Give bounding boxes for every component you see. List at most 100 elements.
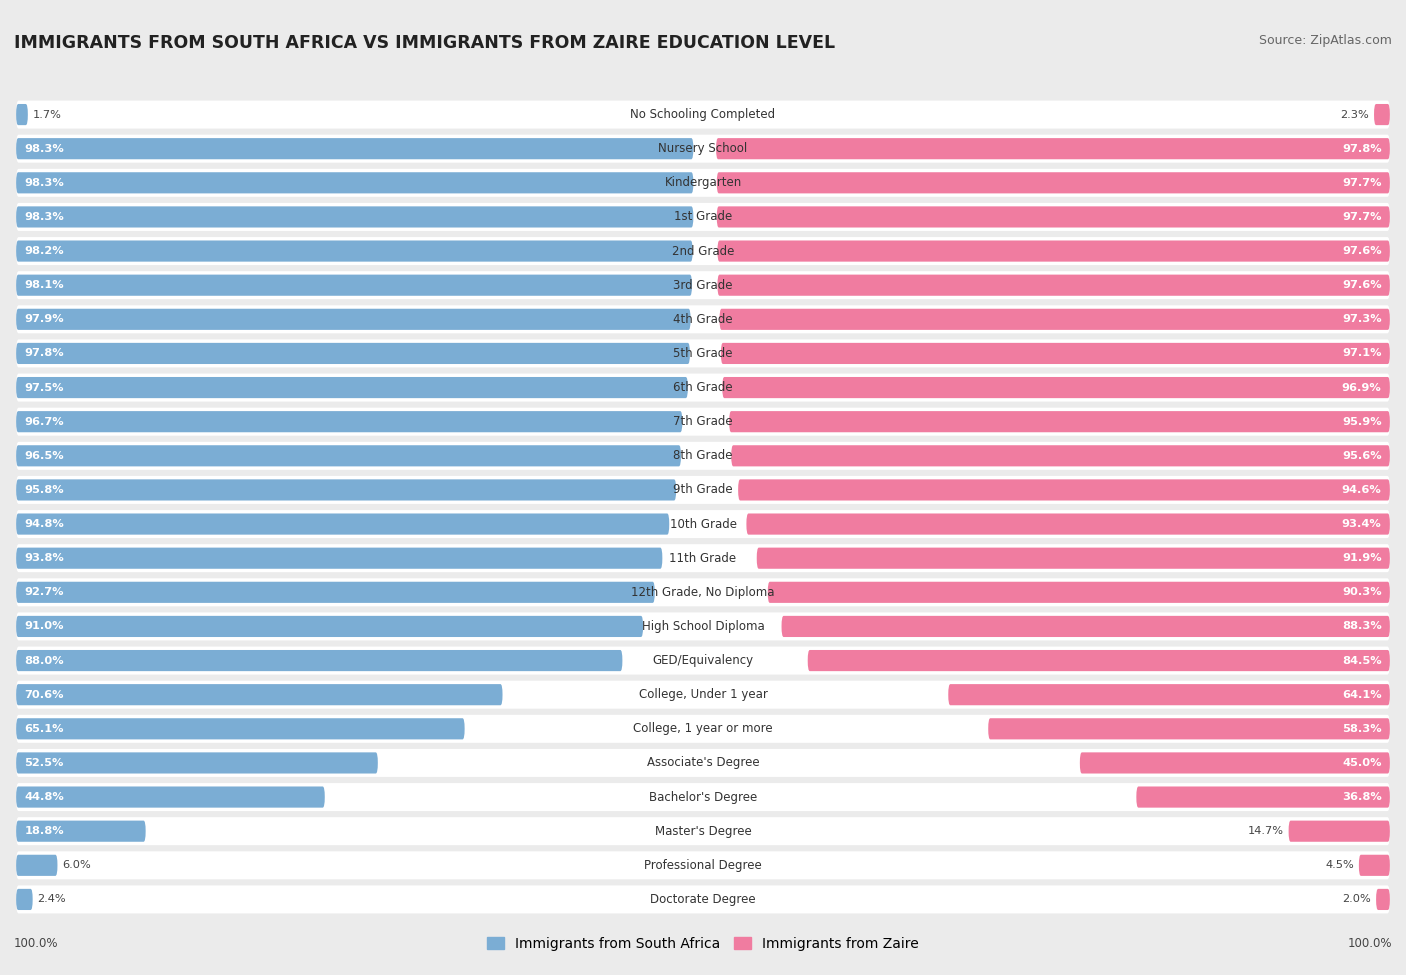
Text: 2.3%: 2.3%: [1340, 109, 1369, 120]
FancyBboxPatch shape: [15, 207, 693, 227]
FancyBboxPatch shape: [15, 480, 676, 500]
Text: Professional Degree: Professional Degree: [644, 859, 762, 872]
FancyBboxPatch shape: [15, 305, 1391, 333]
FancyBboxPatch shape: [15, 889, 32, 910]
Text: 97.7%: 97.7%: [1343, 212, 1382, 222]
FancyBboxPatch shape: [1358, 855, 1391, 876]
Text: 45.0%: 45.0%: [1343, 758, 1382, 768]
Text: 98.3%: 98.3%: [24, 177, 65, 188]
FancyBboxPatch shape: [15, 544, 1391, 572]
Text: 11th Grade: 11th Grade: [669, 552, 737, 565]
FancyBboxPatch shape: [15, 377, 688, 398]
Text: 12th Grade, No Diploma: 12th Grade, No Diploma: [631, 586, 775, 599]
FancyBboxPatch shape: [15, 237, 1391, 265]
Text: 93.8%: 93.8%: [24, 553, 65, 564]
FancyBboxPatch shape: [15, 749, 1391, 777]
FancyBboxPatch shape: [15, 373, 1391, 402]
Text: 97.7%: 97.7%: [1343, 177, 1382, 188]
FancyBboxPatch shape: [730, 411, 1391, 432]
Text: 91.0%: 91.0%: [24, 621, 63, 632]
FancyBboxPatch shape: [756, 548, 1391, 568]
FancyBboxPatch shape: [15, 100, 1391, 129]
FancyBboxPatch shape: [15, 646, 1391, 675]
FancyBboxPatch shape: [15, 684, 502, 705]
Text: Nursery School: Nursery School: [658, 142, 748, 155]
Text: 97.1%: 97.1%: [1343, 348, 1382, 359]
FancyBboxPatch shape: [15, 514, 669, 534]
FancyBboxPatch shape: [723, 377, 1391, 398]
FancyBboxPatch shape: [15, 476, 1391, 504]
Text: 95.6%: 95.6%: [1341, 450, 1382, 461]
FancyBboxPatch shape: [15, 578, 1391, 606]
FancyBboxPatch shape: [15, 241, 693, 261]
Text: 6.0%: 6.0%: [62, 860, 91, 871]
Text: 96.9%: 96.9%: [1341, 382, 1382, 393]
Text: Kindergarten: Kindergarten: [665, 176, 741, 189]
Text: 8th Grade: 8th Grade: [673, 449, 733, 462]
FancyBboxPatch shape: [807, 650, 1391, 671]
FancyBboxPatch shape: [716, 138, 1391, 159]
Text: 100.0%: 100.0%: [14, 937, 59, 951]
FancyBboxPatch shape: [15, 411, 682, 432]
Text: College, Under 1 year: College, Under 1 year: [638, 688, 768, 701]
FancyBboxPatch shape: [1374, 104, 1391, 125]
Text: 84.5%: 84.5%: [1341, 655, 1382, 666]
Text: 64.1%: 64.1%: [1341, 689, 1382, 700]
FancyBboxPatch shape: [15, 343, 690, 364]
Text: 94.6%: 94.6%: [1341, 485, 1382, 495]
Text: 36.8%: 36.8%: [1341, 792, 1382, 802]
FancyBboxPatch shape: [731, 446, 1391, 466]
Text: 97.3%: 97.3%: [1341, 314, 1382, 325]
Text: No Schooling Completed: No Schooling Completed: [630, 108, 776, 121]
Text: 18.8%: 18.8%: [24, 826, 65, 837]
Text: 96.5%: 96.5%: [24, 450, 65, 461]
Text: 1.7%: 1.7%: [32, 109, 62, 120]
Text: 9th Grade: 9th Grade: [673, 484, 733, 496]
FancyBboxPatch shape: [15, 275, 692, 295]
FancyBboxPatch shape: [15, 612, 1391, 641]
Text: High School Diploma: High School Diploma: [641, 620, 765, 633]
FancyBboxPatch shape: [717, 173, 1391, 193]
FancyBboxPatch shape: [15, 104, 28, 125]
Text: Bachelor's Degree: Bachelor's Degree: [650, 791, 756, 803]
FancyBboxPatch shape: [15, 138, 693, 159]
FancyBboxPatch shape: [15, 582, 655, 603]
Text: 58.3%: 58.3%: [1341, 723, 1382, 734]
Text: 2nd Grade: 2nd Grade: [672, 245, 734, 257]
Text: 97.8%: 97.8%: [1341, 143, 1382, 154]
FancyBboxPatch shape: [1136, 787, 1391, 807]
Text: 90.3%: 90.3%: [1341, 587, 1382, 598]
Text: 2.4%: 2.4%: [38, 894, 66, 905]
FancyBboxPatch shape: [15, 135, 1391, 163]
Text: 3rd Grade: 3rd Grade: [673, 279, 733, 292]
Text: 97.5%: 97.5%: [24, 382, 63, 393]
Text: 95.8%: 95.8%: [24, 485, 65, 495]
FancyBboxPatch shape: [15, 510, 1391, 538]
FancyBboxPatch shape: [747, 514, 1391, 534]
FancyBboxPatch shape: [15, 339, 1391, 368]
FancyBboxPatch shape: [15, 616, 643, 637]
Text: 88.3%: 88.3%: [1341, 621, 1382, 632]
FancyBboxPatch shape: [782, 616, 1391, 637]
FancyBboxPatch shape: [768, 582, 1391, 603]
FancyBboxPatch shape: [15, 681, 1391, 709]
Text: 7th Grade: 7th Grade: [673, 415, 733, 428]
FancyBboxPatch shape: [721, 343, 1391, 364]
FancyBboxPatch shape: [15, 309, 690, 330]
FancyBboxPatch shape: [15, 783, 1391, 811]
FancyBboxPatch shape: [15, 851, 1391, 879]
FancyBboxPatch shape: [15, 855, 58, 876]
Text: Doctorate Degree: Doctorate Degree: [650, 893, 756, 906]
Text: 65.1%: 65.1%: [24, 723, 63, 734]
FancyBboxPatch shape: [15, 548, 662, 568]
FancyBboxPatch shape: [15, 442, 1391, 470]
FancyBboxPatch shape: [15, 821, 146, 841]
Text: Master's Degree: Master's Degree: [655, 825, 751, 838]
Text: 88.0%: 88.0%: [24, 655, 65, 666]
Text: 52.5%: 52.5%: [24, 758, 63, 768]
Text: 98.3%: 98.3%: [24, 143, 65, 154]
FancyBboxPatch shape: [15, 408, 1391, 436]
Legend: Immigrants from South Africa, Immigrants from Zaire: Immigrants from South Africa, Immigrants…: [482, 931, 924, 956]
Text: Source: ZipAtlas.com: Source: ZipAtlas.com: [1258, 34, 1392, 47]
Text: 14.7%: 14.7%: [1247, 826, 1284, 837]
